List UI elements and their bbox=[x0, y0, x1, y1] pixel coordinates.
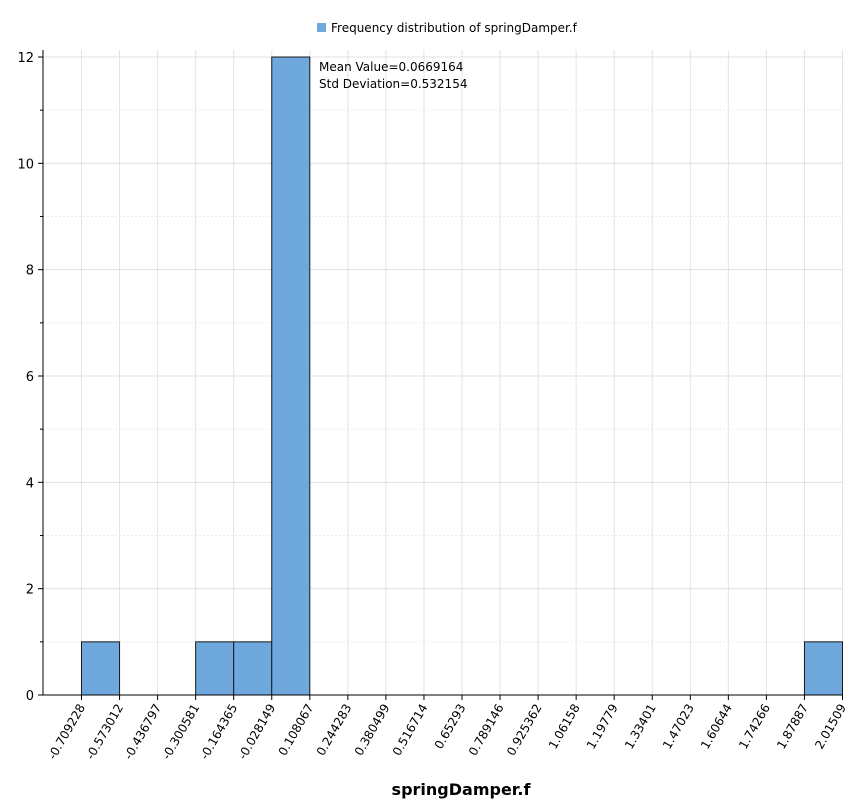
x-tick-label: -0.436797 bbox=[121, 702, 164, 762]
x-tick-label: 0.108067 bbox=[276, 702, 317, 759]
histogram-bar bbox=[195, 641, 235, 696]
y-tick-label: 6 bbox=[26, 370, 34, 385]
x-tick-label: 0.516714 bbox=[390, 702, 431, 759]
x-tick-label: 1.47023 bbox=[660, 702, 697, 752]
x-tick-label: -0.164365 bbox=[197, 702, 240, 762]
x-tick-label: 1.60644 bbox=[698, 702, 735, 752]
mean-value-label: Mean Value=0.0669164 bbox=[319, 60, 463, 74]
histogram-bar bbox=[803, 641, 844, 696]
x-tick-label: -0.300581 bbox=[159, 702, 202, 762]
x-tick-label: -0.709228 bbox=[45, 702, 88, 762]
x-tick-label: 1.06158 bbox=[546, 702, 583, 752]
statistics-annotation: Mean Value=0.0669164 Std Deviation=0.532… bbox=[319, 60, 467, 91]
x-tick-label: 1.33401 bbox=[622, 702, 659, 752]
histogram-bar bbox=[233, 641, 273, 696]
y-tick-label: 2 bbox=[26, 583, 34, 598]
x-tick-label: 0.244283 bbox=[314, 702, 355, 759]
std-deviation-label: Std Deviation=0.532154 bbox=[319, 77, 467, 91]
y-tick-label: 8 bbox=[26, 264, 34, 279]
x-tick-label: 0.65293 bbox=[432, 702, 469, 752]
histogram-bar bbox=[81, 641, 121, 696]
y-tick-label: 10 bbox=[17, 157, 34, 172]
x-tick-label: 2.01509 bbox=[812, 702, 849, 752]
x-tick-label: 0.789146 bbox=[466, 702, 507, 759]
axes: 0 2 4 6 8 10 12 -0.709228-0.573012-0.436797-0.3… bbox=[17, 50, 849, 762]
y-tick-label: 0 bbox=[26, 689, 34, 704]
x-tick-label: -0.573012 bbox=[83, 702, 126, 762]
histogram-bar bbox=[271, 56, 311, 696]
y-tick-label: 4 bbox=[26, 476, 34, 491]
x-tick-label: -0.028149 bbox=[235, 702, 278, 762]
x-tick-label: 0.925362 bbox=[504, 702, 545, 759]
bars bbox=[81, 56, 844, 696]
x-tick-label: 1.19779 bbox=[584, 702, 621, 752]
grid bbox=[43, 50, 843, 696]
legend-label: Frequency distribution of springDamper.f bbox=[331, 21, 578, 35]
legend-swatch bbox=[317, 23, 326, 32]
x-tick-label: 1.74266 bbox=[736, 702, 773, 752]
x-tick-label: 1.87887 bbox=[774, 702, 811, 752]
x-tick-label: 0.380499 bbox=[352, 702, 393, 759]
legend: Frequency distribution of springDamper.f bbox=[317, 21, 578, 35]
x-axis-title: springDamper.f bbox=[392, 780, 532, 799]
y-tick-label: 12 bbox=[17, 51, 34, 66]
